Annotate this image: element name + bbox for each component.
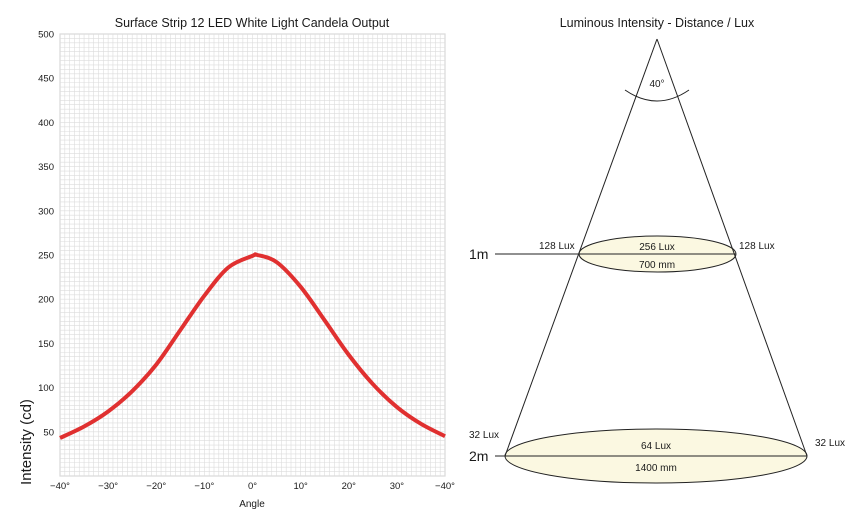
grid: [59, 33, 446, 477]
y-tick-label: 100: [38, 383, 54, 394]
y-axis-label: Intensity (cd): [18, 399, 35, 485]
x-tick-label: −40°: [50, 481, 70, 492]
distance-label-2m: 2m: [469, 448, 488, 464]
y-tick-label: 300: [38, 206, 54, 217]
y-tick-label: 50: [43, 427, 54, 438]
diameter-1m: 700 mm: [639, 260, 675, 271]
y-tick-label: 200: [38, 295, 54, 306]
center-lux-2m: 64 Lux: [641, 441, 671, 452]
x-tick-label: −40°: [435, 481, 455, 492]
x-tick-label: 20°: [342, 481, 357, 492]
x-tick-label: 30°: [390, 481, 405, 492]
edge-lux-right-1m: 128 Lux: [739, 241, 775, 252]
edge-lux-left-1m: 128 Lux: [539, 241, 575, 252]
center-lux-1m: 256 Lux: [639, 242, 675, 253]
distance-label-1m: 1m: [469, 246, 488, 262]
x-tick-labels: −40° −30° −20° −10° 0° 10° 20° 30° −40°: [50, 481, 455, 492]
y-tick-label: 250: [38, 251, 54, 262]
diagram-title: Luminous Intensity - Distance / Lux: [560, 16, 755, 30]
cone-left-edge: [504, 38, 658, 457]
series-line-candela: [59, 252, 446, 440]
diameter-2m: 1400 mm: [635, 463, 677, 474]
luminous-diagram: Luminous Intensity - Distance / Lux 40° …: [469, 16, 845, 484]
y-tick-labels: 50 100 150 200 250 300 350 400 450 500: [38, 30, 54, 439]
x-axis-label: Angle: [239, 499, 265, 510]
x-tick-label: −30°: [98, 481, 118, 492]
y-tick-label: 400: [38, 118, 54, 129]
y-tick-label: 450: [38, 74, 54, 85]
chart-title: Surface Strip 12 LED White Light Candela…: [115, 16, 390, 30]
x-tick-label: 0°: [248, 481, 257, 492]
y-tick-label: 150: [38, 339, 54, 350]
y-tick-label: 500: [38, 30, 54, 41]
y-tick-label: 350: [38, 162, 54, 173]
x-tick-label: −10°: [194, 481, 214, 492]
x-tick-label: −20°: [146, 481, 166, 492]
beam-angle-arc: [624, 89, 690, 102]
cone-right-edge: [656, 38, 808, 457]
edge-lux-left-2m: 32 Lux: [469, 430, 499, 441]
series-layer: [59, 252, 446, 440]
beam-angle-label: 40°: [649, 79, 664, 90]
edge-lux-right-2m: 32 Lux: [815, 438, 845, 449]
x-tick-label: 10°: [293, 481, 308, 492]
